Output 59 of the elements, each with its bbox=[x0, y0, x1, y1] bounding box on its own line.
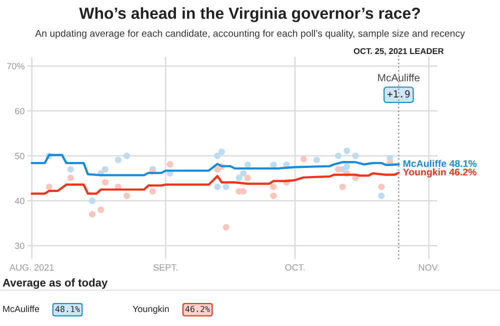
point bbox=[214, 184, 221, 190]
point bbox=[88, 198, 96, 204]
chart-title: Who’s ahead in the Virginia governor’s race? bbox=[79, 7, 420, 22]
text: Average as of today bbox=[2, 278, 108, 289]
point bbox=[222, 224, 230, 231]
x-tick-label: OCT. bbox=[285, 264, 305, 271]
line-series bbox=[30, 172, 400, 195]
point bbox=[214, 152, 221, 160]
point bbox=[166, 161, 174, 168]
annotation: Youngkin 46.2% bbox=[402, 168, 476, 178]
point bbox=[244, 174, 251, 182]
point bbox=[334, 152, 342, 160]
y-tick-label: 40 bbox=[14, 198, 24, 204]
point bbox=[313, 156, 320, 164]
point bbox=[344, 163, 350, 170]
point bbox=[222, 184, 230, 190]
line-series bbox=[30, 154, 400, 176]
x-tick-label: NOV. bbox=[418, 264, 439, 271]
point bbox=[236, 174, 242, 182]
point bbox=[334, 166, 342, 173]
point bbox=[300, 156, 307, 162]
point bbox=[270, 184, 277, 190]
annotation: +1.9 bbox=[387, 90, 410, 98]
y-tick-label: 70% bbox=[7, 63, 24, 70]
y-tick-label: 60 bbox=[15, 108, 24, 114]
point bbox=[378, 192, 385, 200]
point bbox=[149, 188, 156, 195]
point bbox=[88, 210, 96, 218]
ref-line-label: OCT. 25, 2021 LEADER bbox=[354, 48, 444, 56]
point bbox=[270, 192, 277, 200]
point bbox=[270, 162, 277, 168]
text: 48.1% bbox=[55, 306, 80, 312]
point bbox=[378, 184, 385, 190]
point bbox=[240, 170, 247, 177]
annotation: McAuliffe bbox=[378, 74, 420, 82]
point bbox=[352, 152, 359, 160]
point bbox=[46, 184, 52, 190]
text: 46.2% bbox=[185, 306, 210, 312]
x-tick-label: AUG. 2021 bbox=[10, 264, 54, 271]
point bbox=[102, 179, 108, 186]
point bbox=[240, 188, 247, 195]
annotation: McAuliffe 48.1% bbox=[403, 160, 477, 168]
legend-label: McAuliffe bbox=[3, 305, 40, 312]
point bbox=[344, 148, 350, 154]
point bbox=[244, 162, 251, 168]
legend-label: Youngkin bbox=[132, 305, 169, 314]
point bbox=[124, 192, 130, 200]
chart-subtitle: An updating average for each candidate, accounting for each poll’s quality, sample size and recency bbox=[35, 30, 465, 39]
point bbox=[124, 152, 130, 160]
point bbox=[98, 206, 104, 214]
point bbox=[114, 156, 122, 164]
y-tick-label: 30 bbox=[15, 242, 24, 250]
x-tick-label: SEPT. bbox=[153, 264, 178, 271]
point bbox=[67, 166, 74, 173]
point bbox=[102, 166, 108, 173]
y-tick-label: 50 bbox=[15, 152, 24, 160]
point bbox=[339, 184, 346, 190]
point bbox=[67, 174, 74, 182]
point bbox=[218, 148, 225, 156]
